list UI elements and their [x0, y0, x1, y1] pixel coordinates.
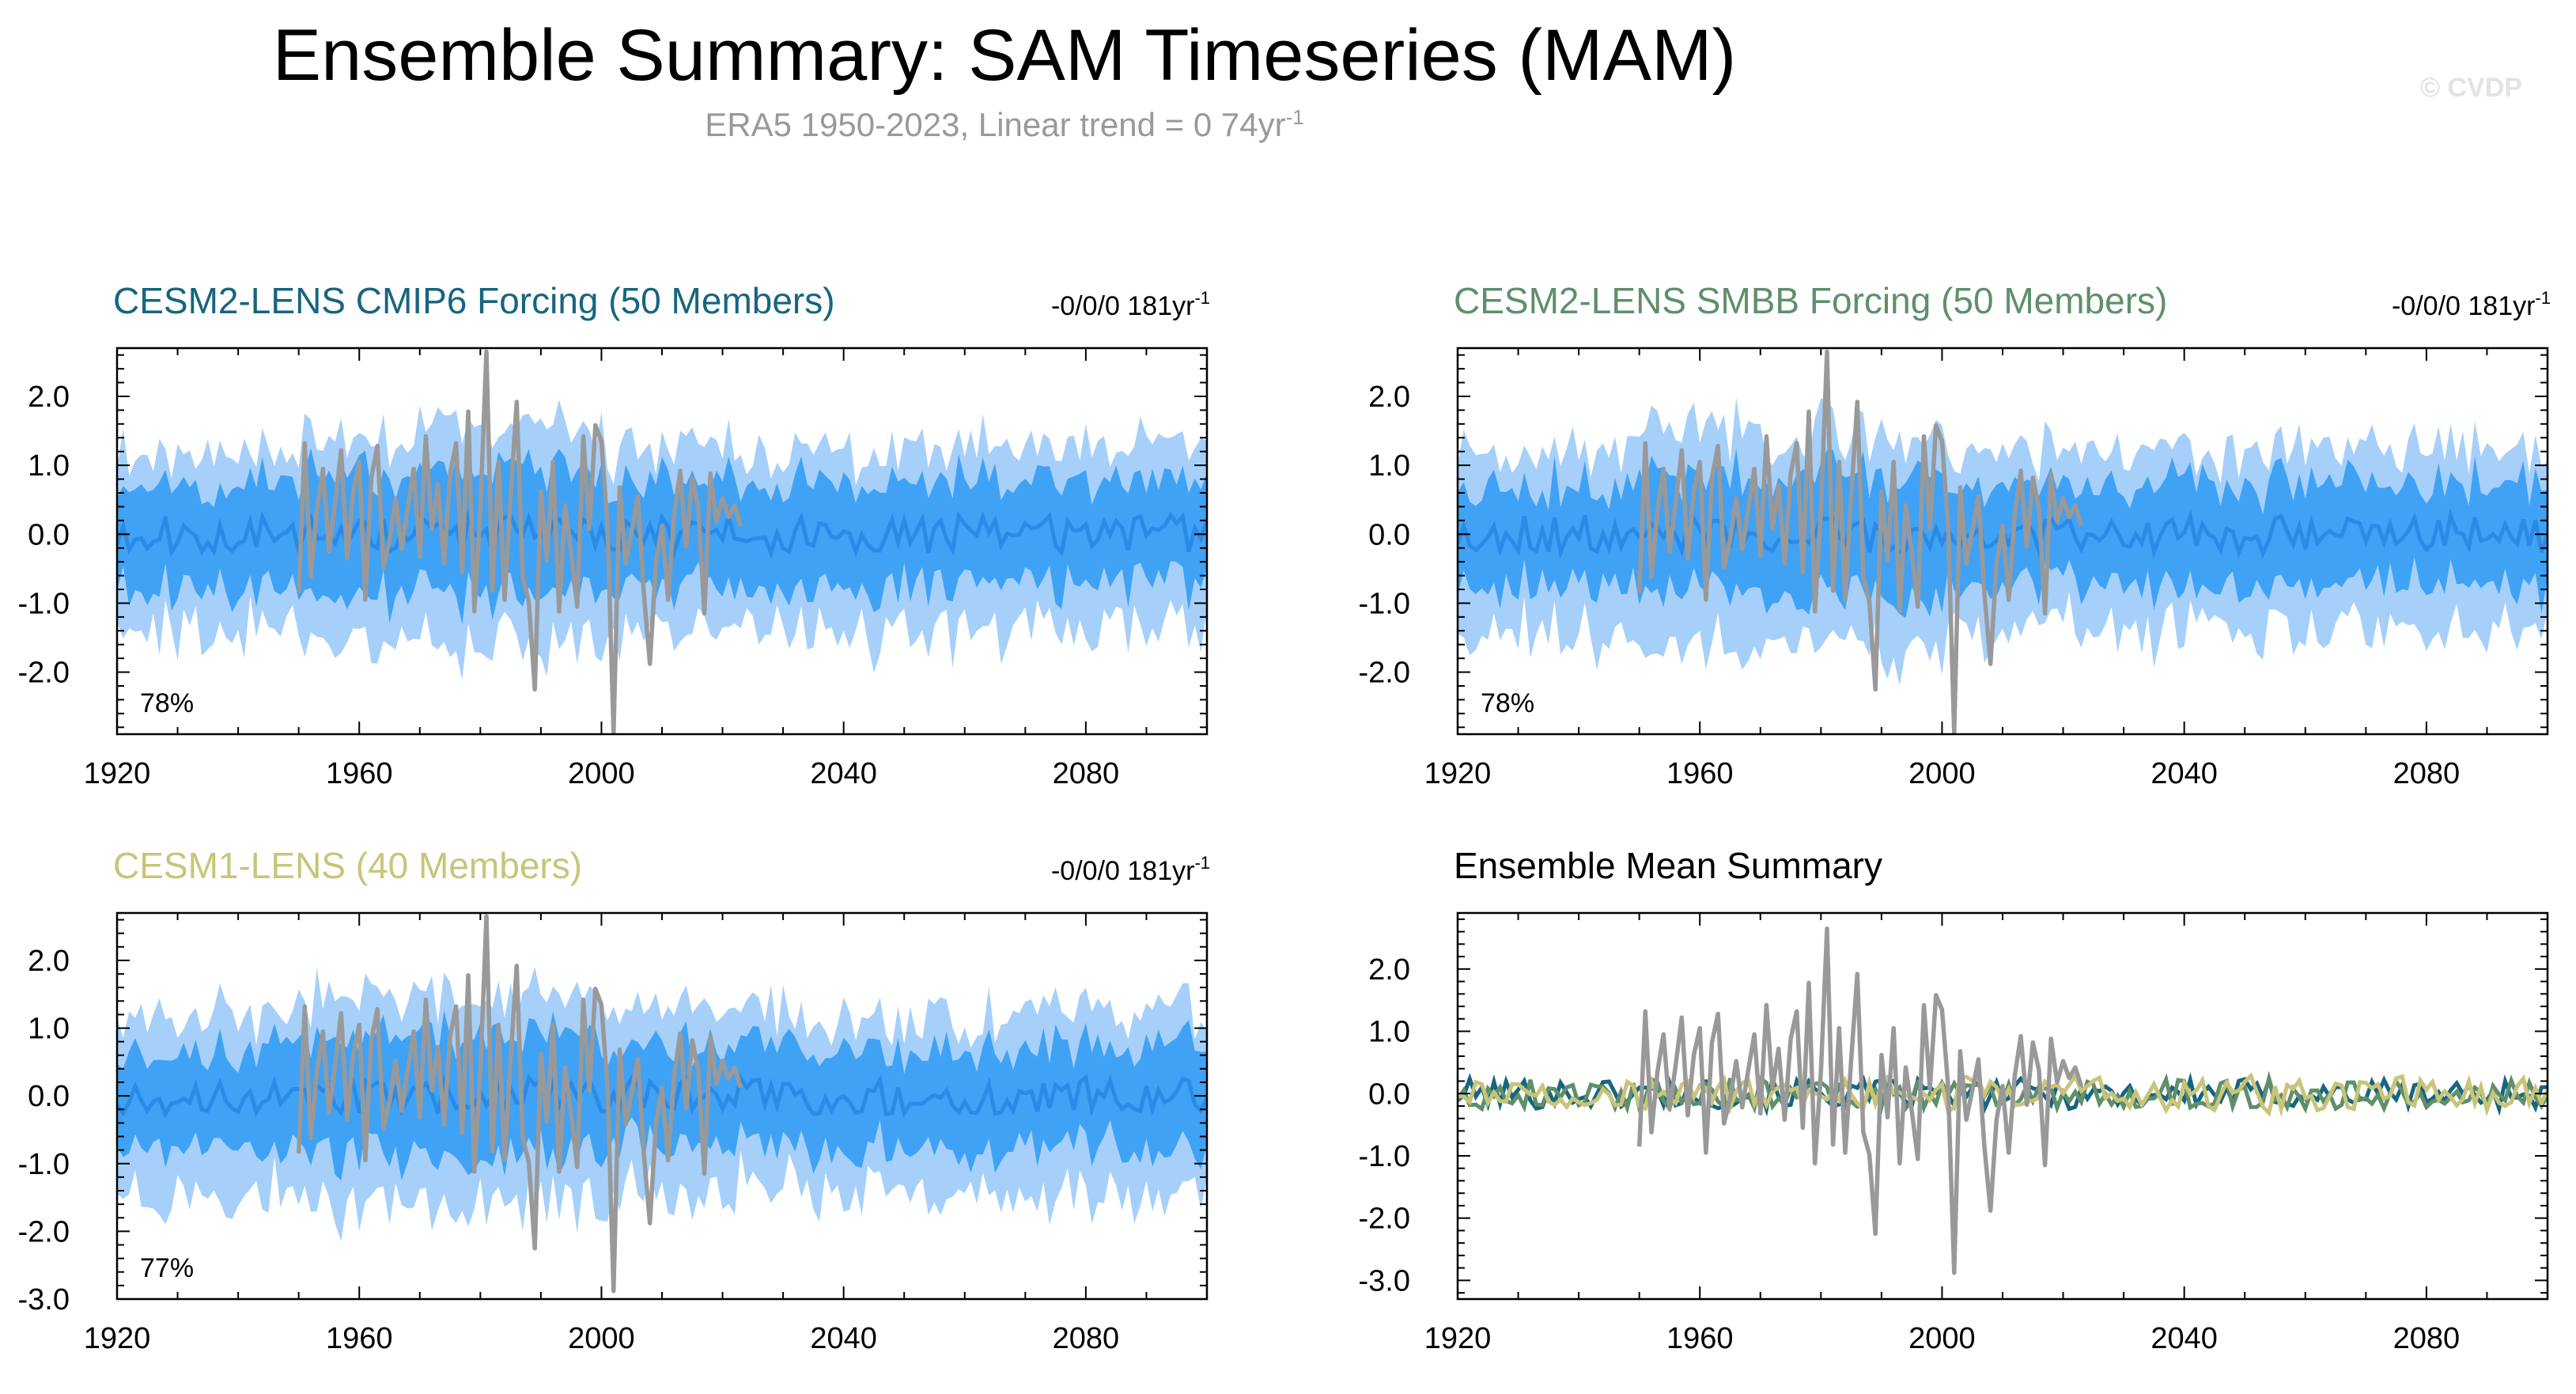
plot-area: [117, 914, 1207, 1294]
x-tick-label: 2000: [568, 757, 635, 790]
x-tick-label: 2080: [2393, 1322, 2461, 1355]
plot-area: [117, 349, 1207, 734]
panel-cesm2-smbb: 1920 1960 2000 2040 2080 2.0 1.0 0.0 -1.0 -2.0 CES…: [1359, 280, 2551, 790]
y-tick-label: 2.0: [1368, 953, 1410, 987]
y-tick-label: 0.0: [1368, 1078, 1410, 1111]
panel-cesm1: 1920 1960 2000 2040 2080 2.0 1.0 0.0 -1.0 -2.0 -3.…: [18, 845, 1210, 1355]
observations-line: [1636, 349, 2084, 734]
y-tick-label: 2.0: [28, 381, 70, 414]
trend-superscript: -1: [2535, 288, 2551, 308]
x-tick-label: 1960: [1666, 757, 1734, 790]
x-tick-label: 2080: [1053, 757, 1120, 790]
percent-label: 78%: [1481, 688, 1534, 718]
trend-label: -0/0/0 181yr-1: [1051, 288, 1210, 321]
cvdp-watermark: © CVDP: [2420, 73, 2522, 103]
y-tick-label: 0.0: [28, 1080, 70, 1113]
y-tick-label: -2.0: [18, 657, 70, 690]
x-tick-label: 1920: [1424, 757, 1492, 790]
trend-value: -0/0/0 181yr: [1051, 856, 1194, 886]
x-tick-label: 1920: [84, 757, 151, 790]
panel-title: CESM1-LENS (40 Members): [113, 845, 582, 886]
trend-label: -0/0/0 181yr-1: [1051, 853, 1210, 886]
panel-title: Ensemble Mean Summary: [1454, 845, 1882, 886]
y-tick-label: 1.0: [28, 449, 70, 483]
y-tick-label: -1.0: [18, 587, 70, 620]
x-tick-label: 1920: [1424, 1322, 1492, 1355]
x-tick-label: 2040: [2150, 1322, 2218, 1355]
x-tick-label: 2080: [1053, 1322, 1120, 1355]
y-tick-label: 2.0: [28, 945, 70, 978]
chart-title: Ensemble Summary: SAM Timeseries (MAM): [272, 15, 1737, 96]
y-tick-label: -3.0: [18, 1283, 70, 1316]
panel-ensemble-mean-summary: 1920 1960 2000 2040 2080 2.0 1.0 0.0 -1.0 -2.0 -3.…: [1359, 845, 2549, 1355]
subtitle-text: ERA5 1950-2023, Linear trend = 0 74yr: [705, 106, 1286, 143]
trend-superscript: -1: [1194, 288, 1210, 308]
y-tick-label: -1.0: [1359, 1140, 1410, 1173]
x-tick-label: 2000: [1908, 757, 1976, 790]
plot-area: [1458, 926, 2548, 1275]
chart-subtitle: ERA5 1950-2023, Linear trend = 0 74yr-1: [0, 105, 2009, 144]
x-tick-label: 2000: [1908, 1322, 1976, 1355]
y-tick-label: 0.0: [1368, 518, 1410, 551]
plot-area: [1458, 349, 2548, 734]
trend-label: -0/0/0 181yr-1: [2392, 288, 2551, 321]
x-tick-label: 2080: [2393, 757, 2461, 790]
y-tick-label: 1.0: [1368, 1016, 1410, 1049]
x-tick-label: 2040: [810, 1322, 877, 1355]
x-tick-label: 2040: [2150, 757, 2218, 790]
y-tick-label: 2.0: [1368, 381, 1410, 414]
y-tick-label: -2.0: [1359, 657, 1410, 690]
subtitle-superscript: -1: [1285, 105, 1304, 129]
y-tick-label: 0.0: [28, 518, 70, 551]
percent-label: 78%: [140, 688, 194, 718]
trend-value: -0/0/0 181yr: [1051, 291, 1194, 321]
y-tick-label: 1.0: [1368, 449, 1410, 483]
trend-value: -0/0/0 181yr: [2392, 291, 2535, 321]
observations-line: [296, 349, 743, 734]
panel-cesm2-cmip6: 1920 1960 2000 2040 2080 2.0 1.0 0.0 -1.0 -2.0 CES…: [18, 280, 1210, 790]
y-tick-label: -2.0: [18, 1215, 70, 1248]
panel-title: CESM2-LENS CMIP6 Forcing (50 Members): [113, 280, 835, 321]
percent-label: 77%: [140, 1253, 194, 1283]
x-tick-label: 2040: [810, 757, 877, 790]
y-tick-label: -3.0: [1359, 1264, 1410, 1297]
x-tick-label: 1960: [326, 757, 393, 790]
y-tick-label: -2.0: [1359, 1203, 1410, 1236]
x-tick-label: 1960: [326, 1322, 393, 1355]
x-tick-label: 1960: [1666, 1322, 1734, 1355]
x-tick-label: 1920: [84, 1322, 151, 1355]
y-tick-label: 1.0: [28, 1013, 70, 1046]
y-tick-label: -1.0: [18, 1148, 70, 1181]
observations-line: [1636, 926, 2084, 1275]
observations-line: [296, 914, 743, 1294]
x-tick-label: 2000: [568, 1322, 635, 1355]
trend-superscript: -1: [1194, 853, 1210, 873]
y-tick-label: -1.0: [1359, 587, 1410, 620]
panel-title: CESM2-LENS SMBB Forcing (50 Members): [1454, 280, 2167, 321]
